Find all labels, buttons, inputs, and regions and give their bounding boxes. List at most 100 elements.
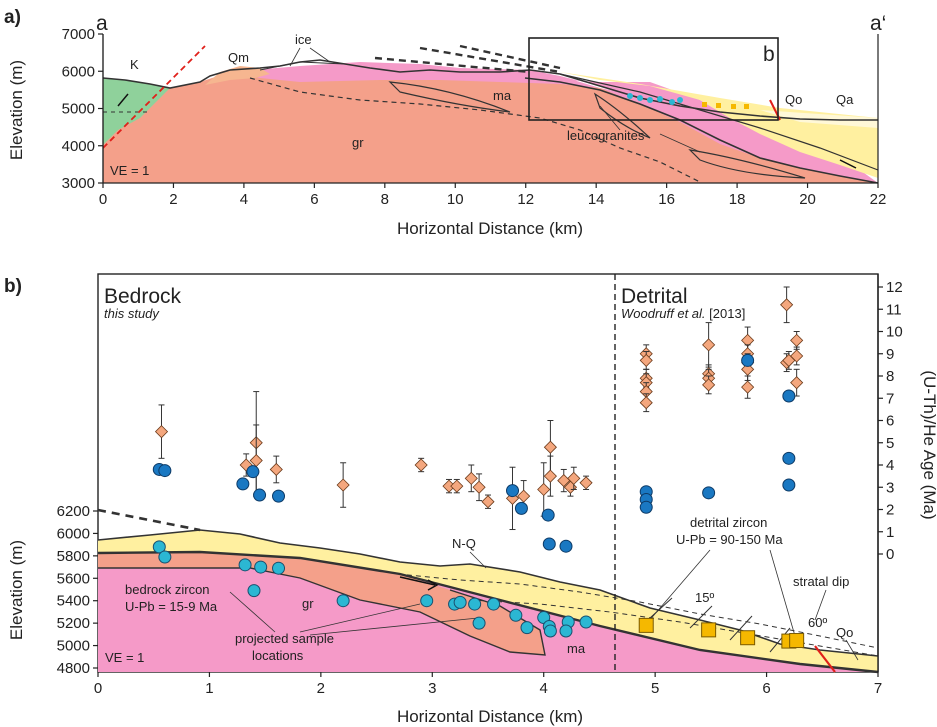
sample-location-circle (579, 615, 593, 629)
panel-b-x-axis: 0 1 2 3 4 5 6 7 (94, 672, 882, 697)
sample-location-circle (468, 597, 482, 611)
zircon-age-circle (559, 539, 573, 553)
bedrock-zircon-line2: U-Pb = 15-9 Ma (125, 599, 218, 614)
b-xtick-label: 4 (540, 680, 548, 697)
projection-dash-1 (374, 56, 531, 74)
detrital-subtitle: Woodruff et al. [2013] (621, 306, 745, 321)
panel-b-sample-locations (152, 540, 805, 649)
apatite-age-diamond (464, 471, 478, 485)
apatite-age-diamond (780, 298, 794, 312)
inset-box-b (528, 37, 779, 121)
apatite-age-diamond (639, 353, 653, 367)
zircon-age-circle (782, 478, 796, 492)
apatite-age-diamond (790, 376, 804, 390)
panel-b-ylabel-right: (U-Th)/He Age (Ma) (920, 370, 937, 519)
detrital-leader-1 (647, 549, 711, 623)
detrital-leader-2 (769, 549, 796, 637)
gr-unit (103, 68, 878, 183)
label-dip15: 15º (695, 590, 714, 605)
leucogranite-lens-1 (388, 81, 511, 113)
a-xtick-label: 14 (588, 191, 605, 208)
detrital-sample-square (789, 633, 805, 649)
apatite-age-diamond (741, 362, 755, 376)
sample-location-circle (420, 594, 434, 608)
apatite-age-diamond (790, 333, 804, 347)
ice-outline (259, 61, 346, 71)
unit-label-qm: Qm (228, 50, 249, 65)
zircon-age-circle (246, 465, 260, 479)
b-xtick-label: 1 (205, 680, 213, 697)
sample-location-circle (152, 540, 166, 554)
b-elevtick-label: 5800 (57, 548, 90, 565)
sample-location-circle (336, 594, 350, 608)
sample-location-circle (487, 597, 501, 611)
zircon-age-circle (236, 477, 250, 491)
apatite-age-diamond (702, 338, 716, 352)
apatite-age-diamond (741, 380, 755, 394)
detrital-sample-square (701, 622, 717, 638)
inset-label: b (763, 43, 775, 66)
apatite-age-diamond (639, 396, 653, 410)
label-stratal-dip: stratal dip (793, 574, 849, 589)
panel-b-elev-axis: 4800 5000 5200 5400 5600 5800 6000 6200 (57, 503, 98, 677)
zircon-age-circle (514, 501, 528, 515)
qo-leader (845, 639, 859, 661)
unit-label-qo: Qo (785, 92, 802, 107)
zircon-age-circle (702, 486, 716, 500)
strata-base-contact (559, 73, 879, 171)
zircon-age-circle (782, 389, 796, 403)
detrital-sample-square (638, 617, 654, 633)
leucogranite-lens-2 (593, 92, 651, 139)
a-ytick-label: 3000 (62, 175, 95, 192)
zircon-age-circle (158, 464, 172, 478)
b-agetick-label: 3 (886, 479, 894, 496)
panel-a-ylabel: Elevation (m) (7, 60, 26, 160)
b-elevtick-label: 5200 (57, 615, 90, 632)
detrital-zircon-line2: U-Pb = 90-150 Ma (676, 532, 783, 547)
panel-b-label: b) (4, 276, 22, 297)
b-agetick-label: 12 (886, 279, 903, 296)
panel-a-cross-section (102, 34, 879, 184)
projected-leader-3 (309, 617, 479, 636)
b-xtick-label: 7 (874, 680, 882, 697)
panel-b-xlabel: Horizontal Distance (km) (397, 707, 583, 726)
b-xtick-label: 3 (428, 680, 436, 697)
fault-k-dashed (102, 45, 206, 149)
projected-leader-2 (299, 603, 421, 633)
a-xtick-label: 20 (799, 191, 816, 208)
apatite-age-diamond (517, 489, 531, 503)
apatite-age-diamond (450, 479, 464, 493)
apatite-age-diamond (336, 478, 350, 492)
apatite-age-diamond (472, 480, 486, 494)
section-samples (627, 93, 749, 109)
panel-a-xlabel: Horizontal Distance (km) (397, 219, 583, 238)
label-dip60: 60º (808, 615, 827, 630)
sample-location-circle (509, 608, 523, 622)
a-xtick-label: 0 (99, 191, 107, 208)
detrital-sub-author: Woodruff et al. (621, 306, 706, 321)
a-xtick-label: 16 (658, 191, 675, 208)
topography-line (102, 59, 878, 121)
bedrock-subtitle: this study (104, 306, 160, 321)
a-ytick-label: 6000 (62, 63, 95, 80)
unit-label-leucogranites: leucogranites (567, 128, 645, 143)
ice-leader-1 (289, 47, 301, 67)
a-xtick-label: 22 (870, 191, 887, 208)
bedrock-zircon-line1: bedrock zircon (125, 582, 210, 597)
a-xtick-label: 18 (729, 191, 746, 208)
zircon-age-circle (741, 353, 755, 367)
sample-location-circle (254, 560, 268, 574)
label-gr: gr (302, 596, 314, 611)
ma-upper (230, 62, 878, 183)
zircon-age-circle (782, 451, 796, 465)
b-agetick-label: 0 (886, 546, 894, 563)
detrital-sub-year: [2013] (709, 306, 745, 321)
b-xtick-label: 2 (317, 680, 325, 697)
apatite-age-diamond (567, 471, 581, 485)
nq-leader (469, 551, 487, 569)
detrital-title: Detrital (621, 285, 688, 308)
panel-b-ylabel-left: Elevation (m) (7, 540, 26, 640)
apatite-age-diamond (579, 476, 593, 490)
